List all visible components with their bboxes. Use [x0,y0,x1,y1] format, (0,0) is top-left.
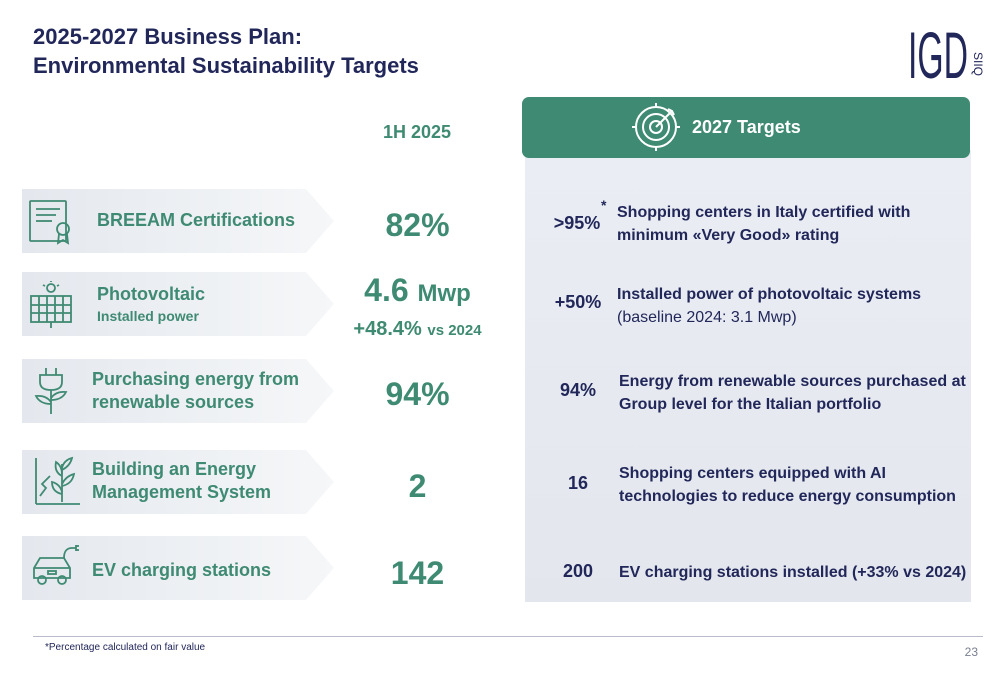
target-5-line-1: EV charging stations installed (+33% vs … [619,564,967,581]
target-3-line-2: Group level for the Italian portfolio [619,396,882,413]
target-3-text: Energy from renewable sources purchased … [619,370,966,416]
page-number: 23 [964,645,978,659]
photovoltaic-unit: Mwp [417,280,471,307]
row-photovoltaic-label: Photovoltaic Installed power [97,283,205,326]
target-2-text: Installed power of photovoltaic systems … [617,283,921,329]
targets-header-title: 2027 Targets [692,117,801,137]
row-photovoltaic-banner [22,272,334,336]
value-ev: 142 [390,555,445,591]
value-photovoltaic: 4.6 Mwp +48.4% vs 2024 [345,272,490,344]
target-4-line-2: technologies to reduce energy consumptio… [619,488,956,505]
target-5-text: EV charging stations installed (+33% vs … [619,561,966,584]
target-2-value: +50% [554,292,602,312]
target-4-value: 16 [567,473,589,493]
target-5-value: 200 [562,561,594,581]
column-header-1h2025: 1H 2025 [382,122,452,142]
logo-side-text: SIIQ [971,52,985,76]
target-3-value: 94% [559,380,597,400]
row-breeam-label: BREEAM Certifications [97,210,296,230]
photovoltaic-sublabel: Installed power [97,308,199,324]
target-icon [632,103,680,151]
footer-divider [33,636,983,637]
value-renewable: 94% [385,376,450,412]
renewable-label-line-2: renewable sources [92,392,255,412]
title-line-2: Environmental Sustainability Targets [33,53,419,78]
target-1-text: Shopping centers in Italy certified with… [617,201,910,247]
footnote: *Percentage calculated on fair value [45,642,206,653]
target-4-text: Shopping centers equipped with AI techno… [619,462,956,508]
solar-panel-icon [30,281,72,328]
title-line-1: 2025-2027 Business Plan: [33,24,303,49]
row-renewable-label: Purchasing energy from renewable sources [92,368,299,414]
value-breeam: 82% [385,207,450,243]
value-ems: 2 [408,468,427,504]
photovoltaic-delta-note: vs 2024 [427,322,482,339]
row-ev-banner [22,536,334,600]
plug-plant-icon [34,368,68,414]
page-title: 2025-2027 Business Plan: Environmental S… [33,22,419,80]
row-breeam-banner [22,189,334,253]
target-1-line-1: Shopping centers in Italy certified with [617,204,911,221]
photovoltaic-title: Photovoltaic [97,284,206,304]
energy-plant-icon [35,456,80,505]
target-4-line-1: Shopping centers equipped with AI [619,465,886,482]
target-2-line-2: (baseline 2024: 3.1 Mwp) [617,309,797,326]
targets-panel [525,150,971,602]
target-1-value: >95% [553,213,601,233]
photovoltaic-delta: +48.4% [353,318,422,340]
target-1-line-2: minimum «Very Good» rating [617,227,840,244]
row-renewable-banner [22,359,334,423]
target-2-line-1: Installed power of photovoltaic systems [617,286,922,303]
photovoltaic-value: 4.6 [364,272,409,308]
ems-label-line-2: Management System [92,482,272,502]
row-ems-label: Building an Energy Management System [92,458,271,504]
target-3-line-1: Energy from renewable sources purchased … [619,373,966,390]
row-ev-label: EV charging stations [92,560,272,580]
igd-logo: IGD SIIQ [908,18,986,92]
certificate-icon [29,200,70,245]
target-1-asterisk: * [601,197,607,213]
logo-main-text: IGD [908,20,968,86]
ems-label-line-1: Building an Energy [92,459,257,479]
targets-header: 2027 Targets [522,97,970,158]
ev-car-icon [33,545,79,585]
renewable-label-line-1: Purchasing energy from [92,369,300,389]
